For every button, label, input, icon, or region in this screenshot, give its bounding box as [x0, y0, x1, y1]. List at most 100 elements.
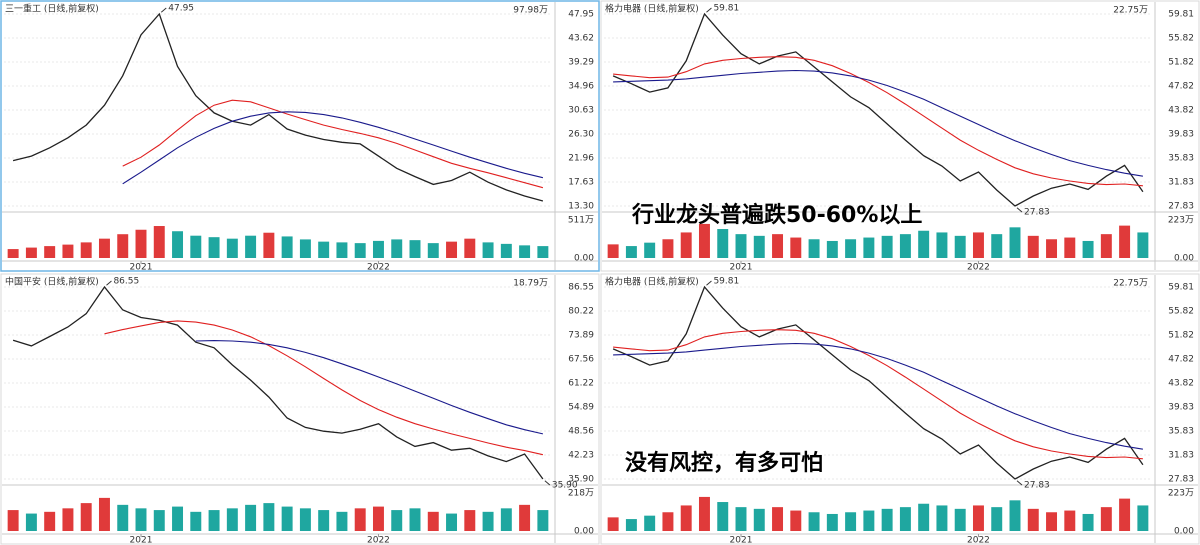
volume-bar: [62, 244, 74, 258]
volume-bar: [135, 508, 147, 531]
panel-frame: [0, 0, 600, 272]
price-line: [104, 320, 544, 456]
x-tick-label: 2022: [967, 536, 990, 545]
chart-title: 格力电器 (日线,前复权): [605, 3, 699, 15]
y-tick-label: 86.55: [568, 283, 594, 293]
extreme-label: 59.81: [713, 277, 739, 287]
volume-bar: [625, 519, 637, 531]
volume-bar: [1082, 513, 1094, 531]
volume-tick-label: 223万: [1168, 216, 1194, 226]
volume-bar: [936, 505, 948, 531]
marker-arrow: [160, 7, 167, 13]
volume-bar: [826, 240, 838, 258]
volume-bar: [698, 496, 710, 531]
x-tick-label: 2021: [730, 536, 753, 545]
volume-bar: [391, 239, 403, 258]
volume-bar: [954, 235, 966, 258]
volume-bar: [208, 237, 220, 258]
y-tick-label: 27.83: [1168, 202, 1194, 212]
volume-bar: [391, 510, 403, 531]
volume-bar: [607, 244, 619, 258]
volume-bar: [482, 242, 494, 258]
volume-bar: [7, 249, 19, 258]
volume-bar: [1009, 500, 1021, 531]
price-line: [12, 12, 544, 202]
volume-tick-label: 0.00: [1174, 254, 1194, 264]
volume-bar: [662, 239, 674, 258]
volume-bar: [226, 238, 238, 258]
volume-bar: [117, 504, 129, 531]
volume-bar: [753, 235, 765, 258]
volume-bar: [427, 243, 439, 258]
volume-bar: [607, 517, 619, 531]
y-tick-label: 67.56: [568, 354, 594, 364]
volume-bar: [881, 508, 893, 531]
volume-bar: [1137, 505, 1149, 531]
x-tick-label: 2022: [967, 263, 990, 273]
y-tick-label: 55.82: [1168, 306, 1194, 316]
marker-arrow: [706, 280, 712, 286]
extreme-label: 27.83: [1024, 208, 1050, 218]
volume-bar: [409, 508, 421, 531]
volume-info: 22.75万: [1113, 279, 1148, 289]
x-tick-label: 2021: [730, 263, 753, 273]
extreme-label: 47.95: [168, 4, 194, 14]
volume-bar: [845, 239, 857, 258]
volume-bar: [25, 247, 37, 258]
price-line: [122, 111, 544, 185]
y-tick-label: 47.95: [568, 10, 594, 20]
volume-bar: [372, 240, 384, 258]
overlay-caption: 没有风控，有多可怕: [625, 450, 823, 476]
x-tick-label: 2021: [130, 536, 153, 545]
volume-tick-label: 0.00: [1174, 527, 1194, 537]
y-tick-label: 39.83: [1168, 402, 1194, 412]
chart-title: 格力电器 (日线,前复权): [605, 276, 699, 288]
y-tick-label: 55.82: [1168, 33, 1194, 43]
volume-bar: [698, 223, 710, 258]
volume-bar: [500, 243, 512, 258]
volume-bar: [519, 504, 531, 531]
chart-panel: 三一重工 (日线,前复权) 97.98万 47.95 43.62 39.29 34.96 3…: [0, 0, 600, 273]
volume-bar: [735, 234, 747, 258]
y-tick-label: 43.62: [568, 33, 594, 43]
volume-bar: [644, 515, 656, 531]
volume-bar: [208, 510, 220, 531]
x-tick-label: 2022: [367, 263, 390, 273]
volume-bar: [1119, 225, 1131, 258]
volume-bar: [226, 508, 238, 531]
volume-bar: [662, 512, 674, 531]
volume-bar: [625, 246, 637, 258]
volume-bar: [991, 234, 1003, 258]
volume-bar: [44, 511, 56, 531]
volume-bar: [1082, 240, 1094, 258]
volume-bar: [500, 508, 512, 531]
volume-bar: [918, 230, 930, 258]
volume-bar: [372, 506, 384, 531]
volume-bar: [991, 507, 1003, 531]
volume-bar: [519, 245, 531, 258]
extreme-label: 35.90: [552, 481, 578, 491]
extreme-label: 59.81: [713, 4, 739, 14]
marker-arrow: [106, 280, 112, 286]
volume-bar: [281, 506, 293, 531]
price-line: [612, 285, 1144, 480]
volume-bar: [135, 229, 147, 258]
price-line: [612, 12, 1144, 207]
volume-tick-label: 0.00: [574, 254, 594, 264]
chart-panel: 格力电器 (日线,前复权) 22.75万 59.81 55.82 51.82 47.82 4…: [600, 0, 1200, 273]
volume-bar: [354, 508, 366, 531]
y-tick-label: 61.22: [568, 379, 594, 389]
volume-bar: [735, 507, 747, 531]
volume-bar: [863, 237, 875, 258]
y-tick-label: 34.96: [568, 81, 594, 91]
volume-bar: [954, 508, 966, 531]
y-tick-label: 48.56: [568, 427, 594, 437]
extreme-label: 27.83: [1024, 481, 1050, 491]
overlay-caption: 行业龙头普遍跌50-60%以上: [631, 202, 922, 228]
volume-bar: [44, 246, 56, 258]
volume-bar: [808, 239, 820, 258]
x-tick-label: 2022: [367, 536, 390, 545]
volume-bar: [772, 234, 784, 258]
volume-bar: [299, 239, 311, 258]
volume-bar: [936, 232, 948, 258]
